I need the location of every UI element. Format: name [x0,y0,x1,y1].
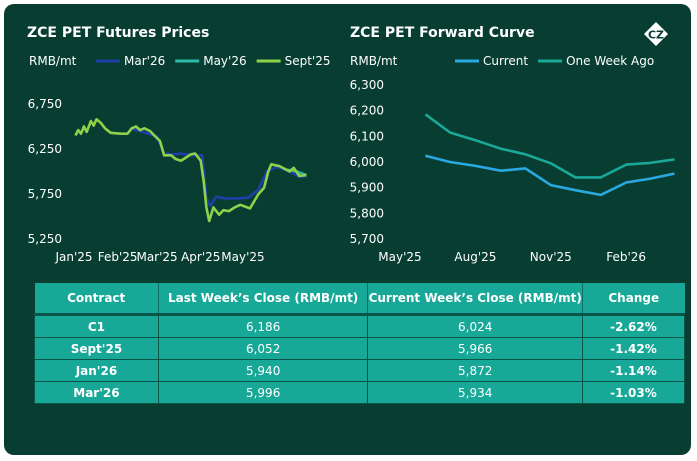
y-tick-label: 5,900 [350,181,384,195]
contract-cell: C1 [34,313,159,338]
last-week-cell: 6,186 [157,313,369,338]
y-tick-label: 5,250 [28,232,62,246]
x-tick-label: Nov'25 [530,250,572,264]
table-row: Mar'26 5,996 5,934 -1.03% [34,381,686,404]
y-tick-label: 6,000 [350,155,384,169]
x-tick-label: Apr'25 [181,250,220,264]
legend-label-2: Sept'25 [285,54,331,68]
current-week-cell: 5,934 [367,381,583,404]
x-tick-label: May'25 [221,250,264,264]
y-tick-label: 6,100 [350,129,384,143]
contract-cell: Jan'26 [34,359,159,382]
table-header-row: Contract Last Week’s Close (RMB/mt) Curr… [34,283,685,315]
last-week-cell: 5,996 [157,381,369,404]
x-tick-label: Aug'25 [454,250,496,264]
change-cell: -1.03% [581,381,686,404]
table-row: Sept'25 6,052 5,966 -1.42% [34,337,686,360]
current-week-cell: 5,966 [367,337,583,360]
x-tick-label: May'25 [378,250,421,264]
series-line-current [425,154,675,197]
current-week-cell: 6,024 [367,313,583,338]
series-line-one-week-ago [424,113,675,179]
last-week-cell: 6,052 [157,337,369,360]
change-cell: -1.14% [581,359,686,382]
table-row: C1 6,186 6,024 -2.62% [34,313,686,338]
y-axis-unit-label: RMB/mt [350,54,398,68]
y-tick-label: 6,250 [28,142,62,156]
series-line-sept-25 [74,118,307,223]
change-cell: -2.62% [581,313,686,338]
legend-label-0: Current [483,54,528,68]
legend-label-1: One Week Ago [566,54,654,68]
y-tick-label: 5,700 [350,232,384,246]
x-tick-label: Mar'25 [136,250,177,264]
contract-cell: Mar'26 [34,381,159,404]
column-header: Last Week’s Close (RMB/mt) [157,283,368,315]
cz-diamond-logo: CZ [642,20,670,48]
y-tick-label: 6,200 [350,104,384,118]
cz-logo-text: CZ [648,29,664,42]
futures-prices-chart: RMB/mt Mar'26 May'26 Sept'25 5,250 5,750 6,250… [28,54,331,264]
y-axis-unit-label: RMB/mt [29,54,77,68]
legend-label-1: May'26 [203,54,246,68]
table-row: Jan'26 5,940 5,872 -1.14% [34,359,686,382]
x-tick-label: Jan'25 [54,250,92,264]
x-tick-label: Feb'25 [98,250,138,264]
forward-curve-chart: RMB/mt Current One Week Ago 5,700 5,800 5,900… [350,54,675,264]
futures-chart-title: ZCE PET Futures Prices [27,25,210,41]
current-week-cell: 5,872 [367,359,583,382]
series-line-mar-26 [129,127,307,207]
y-tick-label: 5,750 [28,187,62,201]
contract-cell: Sept'25 [34,337,159,360]
last-week-cell: 5,940 [157,359,369,382]
column-header: Contract [34,283,159,315]
y-tick-label: 6,300 [350,78,384,92]
y-tick-label: 6,750 [28,97,62,111]
column-header: Change [581,283,685,315]
contract-table: Contract Last Week’s Close (RMB/mt) Curr… [34,283,686,404]
forward-curve-title: ZCE PET Forward Curve [350,25,535,41]
x-tick-label: Feb'26 [606,250,646,264]
column-header: Current Week’s Close (RMB/mt) [367,283,583,315]
y-tick-label: 5,800 [350,206,384,220]
legend-label-0: Mar'26 [124,54,165,68]
change-cell: -1.42% [581,337,686,360]
